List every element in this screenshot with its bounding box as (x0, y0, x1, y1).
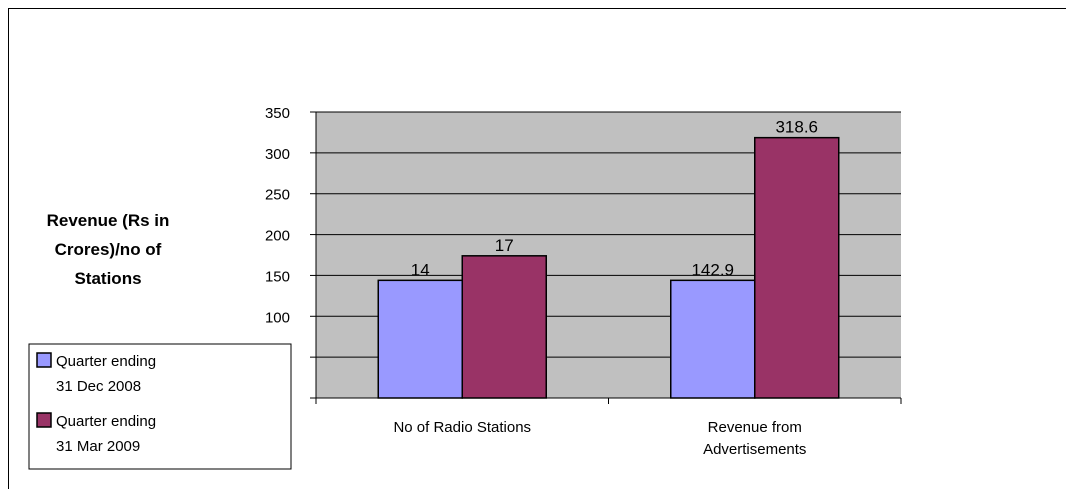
bar-series2-revenue (754, 136, 840, 399)
x-tick-label: Revenue from Advertisements (703, 419, 806, 458)
x-tick-label: No of Radio Stations (393, 419, 531, 436)
data-label: 318.6 (775, 118, 818, 137)
legend-swatch-2 (36, 412, 52, 428)
y-tick-label: 350 (265, 105, 290, 122)
y-tick-label: 300 (265, 146, 290, 163)
data-label: 17 (495, 236, 514, 255)
bar-series2-stations (461, 255, 547, 399)
data-label: 14 (411, 260, 430, 279)
bar-series1-revenue (670, 279, 756, 399)
legend-box (28, 343, 292, 470)
chart-frame (8, 8, 1066, 489)
bar-series1-stations (377, 279, 463, 399)
y-tick-label: 250 (265, 187, 290, 204)
legend: Quarter ending 31 Dec 2008 Quarter ending 3… (28, 343, 292, 470)
x-tick-labels: No of Radio Stations Revenue from Advertis… (393, 419, 806, 458)
legend-label-1: Quarter ending 31 Dec 2008 (56, 353, 156, 395)
y-tick-label: 100 (265, 309, 290, 326)
y-tick-label: 200 (265, 228, 290, 245)
legend-label-2: Quarter ending 31 Mar 2009 (56, 413, 156, 455)
data-labels: 14 17 142.9 318.6 (411, 118, 818, 280)
y-tick-label: 150 (265, 268, 290, 285)
bars (377, 136, 840, 399)
y-axis-label-text: Revenue (Rs in Crores)/no of Stations (47, 211, 170, 288)
axes (310, 111, 902, 404)
y-axis-label: Revenue (Rs in Crores)/no of Stations (47, 211, 170, 288)
data-label: 142.9 (691, 260, 734, 279)
legend-swatch-1 (36, 352, 52, 368)
